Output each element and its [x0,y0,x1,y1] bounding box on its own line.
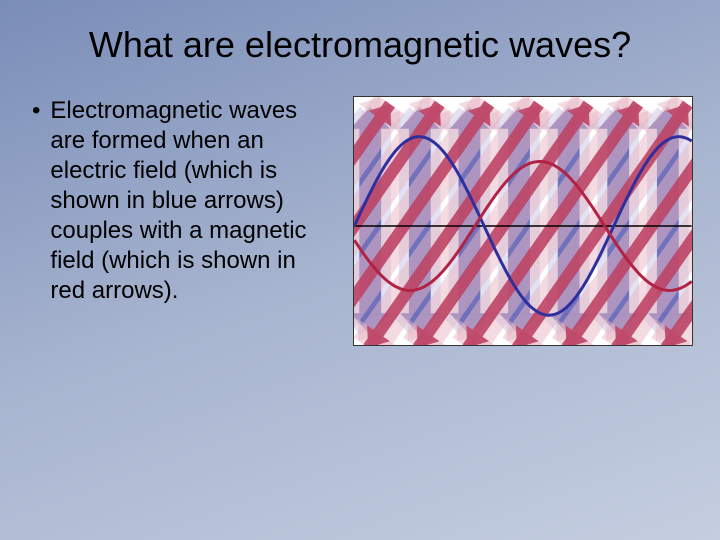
bullet-marker: • [28,96,50,306]
slide-title: What are electromagnetic waves? [0,0,720,96]
em-wave-svg [354,97,692,345]
content-row: • Electromagnetic waves are formed when … [0,96,720,346]
em-wave-diagram [353,96,693,346]
bullet-text: Electromagnetic waves are formed when an… [50,96,333,306]
bullet-block: • Electromagnetic waves are formed when … [28,96,333,306]
